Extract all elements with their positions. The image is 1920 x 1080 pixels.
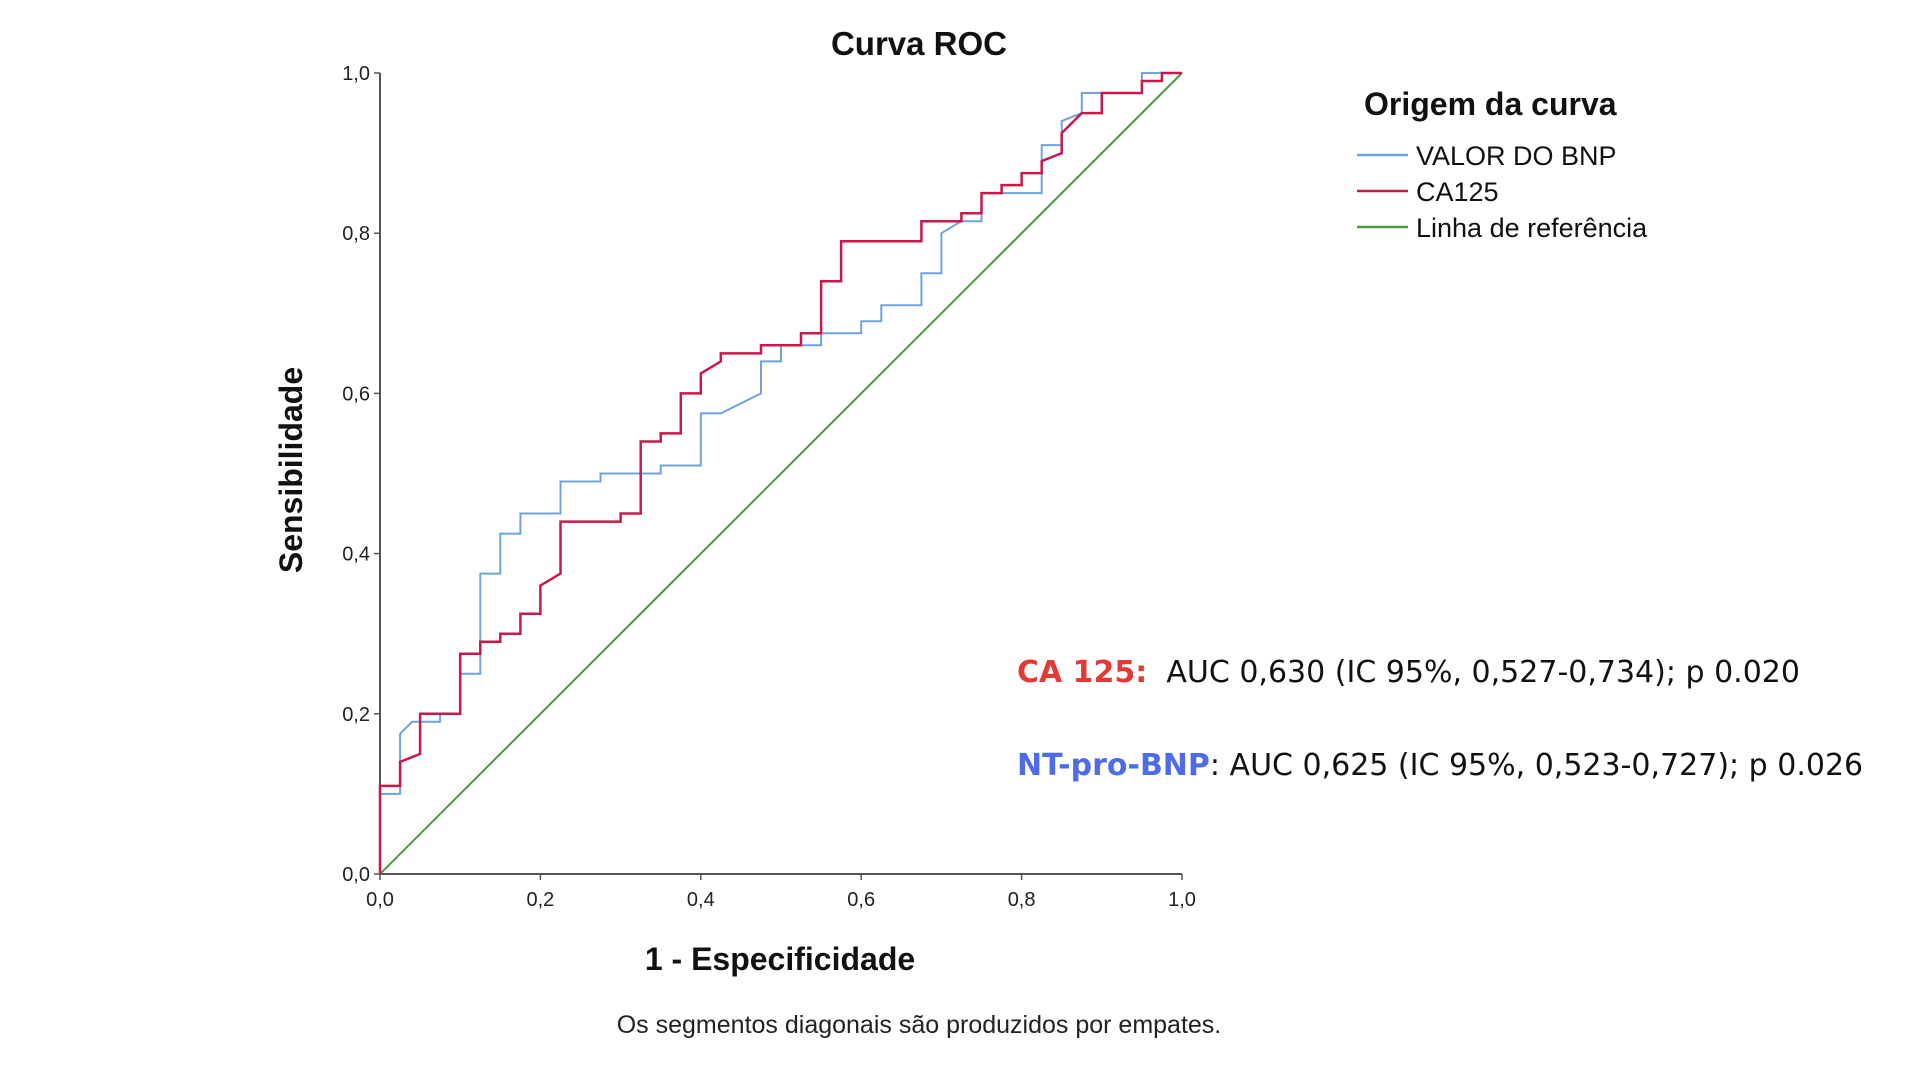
y-tick-label: 0,4 [342, 544, 370, 566]
y-axis-title: Sensibilidade [273, 367, 309, 573]
legend-label: VALOR DO BNP [1416, 141, 1617, 171]
x-tick-label: 0,6 [847, 889, 875, 911]
legend: Origem da curva VALOR DO BNP CA125 Linha d… [1357, 86, 1648, 243]
annotation-bnp: NT-pro-BNP: AUC 0,625 (IC 95%, 0,523-0,7… [1017, 748, 1863, 783]
annotation-bnp-text: : AUC 0,625 (IC 95%, 0,523-0,727); p 0.0… [1209, 748, 1864, 783]
legend-title: Origem da curva [1364, 86, 1617, 122]
footnote: Os segmentos diagonais são produzidos po… [617, 1011, 1222, 1039]
y-tick-label: 0,8 [342, 223, 370, 245]
x-axis-title: 1 - Especificidade [645, 941, 915, 977]
legend-label: CA125 [1416, 177, 1499, 207]
x-tick-label: 1,0 [1168, 889, 1196, 911]
annotation-bnp-label: NT-pro-BNP [1017, 748, 1210, 783]
y-tick-label: 0,2 [342, 704, 370, 726]
legend-label: Linha de referência [1416, 213, 1648, 243]
chart-title: Curva ROC [831, 25, 1007, 62]
x-tick-label: 0,4 [687, 889, 715, 911]
x-tick-label: 0,8 [1008, 889, 1036, 911]
x-tick-label: 0,0 [366, 889, 394, 911]
x-tick-label: 0,2 [526, 889, 554, 911]
series-line-ca125 [378, 71, 1182, 874]
y-tick-label: 0,6 [342, 383, 370, 405]
annotation-ca125-text: AUC 0,630 (IC 95%, 0,527-0,734); p 0.020 [1147, 655, 1800, 690]
y-tick-label: 0,0 [342, 864, 370, 886]
y-tick-label: 1,0 [342, 63, 370, 85]
series-line-valor-do-bnp [379, 72, 1182, 874]
series-line-linha-de-referencia [379, 72, 1183, 875]
annotation-ca125: CA 125: AUC 0,630 (IC 95%, 0,527-0,734);… [1017, 655, 1800, 690]
axes [379, 73, 1182, 875]
annotation-ca125-label: CA 125: [1017, 655, 1148, 690]
